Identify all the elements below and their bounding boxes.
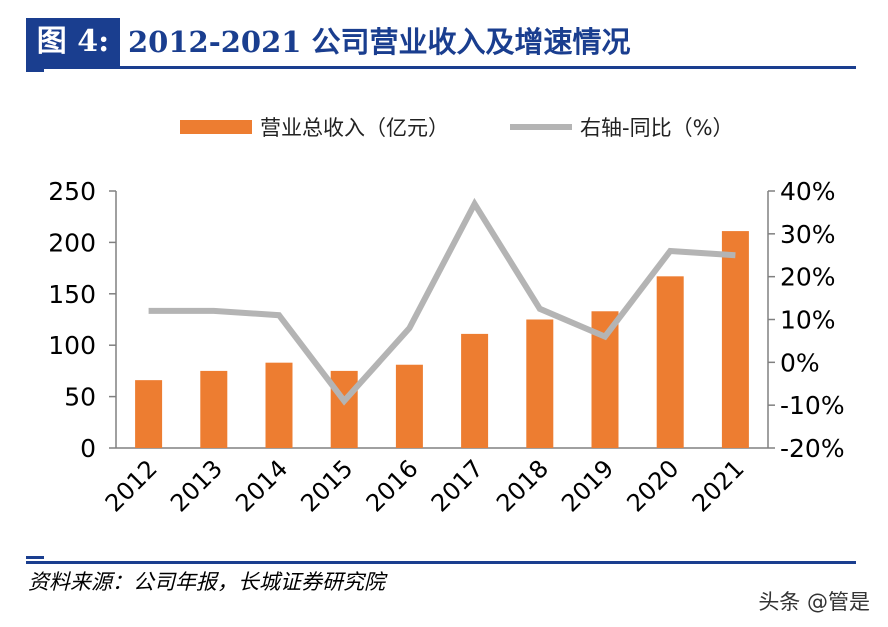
revenue-bar: [721, 231, 749, 448]
chart-legend: 营业总收入（亿元） 右轴-同比（%）: [180, 116, 734, 140]
x-axis-tick-label: 2017: [426, 454, 489, 517]
right-axis-tick-label: 0%: [780, 348, 820, 377]
x-axis-tick-label: 2014: [230, 454, 293, 517]
revenue-bar: [200, 370, 228, 448]
left-axis-tick-label: 0: [80, 434, 96, 463]
right-axis-tick-label: 40%: [780, 177, 836, 206]
top-rule: [26, 66, 856, 69]
legend-bar-label: 营业总收入（亿元）: [260, 116, 449, 140]
x-axis-tick-label: 2020: [621, 454, 684, 517]
bottom-rule: [26, 561, 856, 564]
revenue-bar: [461, 333, 489, 448]
right-axis-tick-label: 30%: [780, 220, 836, 249]
revenue-bar: [395, 364, 423, 448]
watermark: 头条 @管是: [758, 590, 870, 614]
x-axis-tick-label: 2012: [100, 454, 163, 517]
top-rule-tick: [26, 69, 44, 72]
x-axis-tick-label: 2021: [687, 454, 750, 517]
revenue-bar: [265, 362, 293, 448]
source-note: 资料来源：公司年报，长城证券研究院: [28, 570, 385, 594]
revenue-chart: 营业总收入（亿元） 右轴-同比（%） 0 50 100 150 200 250 -20% -1…: [48, 116, 845, 517]
left-axis-tick-label: 100: [48, 331, 96, 360]
bottom-rule-tick: [26, 556, 44, 559]
left-axis-tick-label: 150: [48, 280, 96, 309]
revenue-bar: [526, 319, 554, 448]
x-axis-tick-label: 2015: [295, 454, 358, 517]
x-axis-tick-label: 2013: [165, 454, 228, 517]
revenue-bar: [135, 380, 163, 448]
left-axis-tick-label: 250: [48, 177, 96, 206]
x-axis-tick-label: 2019: [556, 454, 619, 517]
right-axis-tick-label: -20%: [780, 434, 845, 463]
right-axis-tick-label: -10%: [780, 391, 845, 420]
figure-title: 2012-2021 公司营业收入及增速情况: [128, 25, 631, 59]
x-axis-tick-label: 2018: [491, 454, 554, 517]
revenue-bar: [330, 370, 358, 448]
growth-line: [148, 197, 736, 406]
growth-line-series: [148, 197, 736, 406]
left-axis-tick-label: 200: [48, 228, 96, 257]
legend-line-label: 右轴-同比（%）: [580, 116, 734, 140]
figure-header: 图 4: 2012-2021 公司营业收入及增速情况: [26, 18, 856, 66]
figure-number: 图 4:: [26, 18, 120, 66]
revenue-bar: [656, 276, 684, 448]
x-axis-tick-label: 2016: [361, 454, 424, 517]
right-axis-tick-label: 20%: [780, 263, 836, 292]
left-axis-tick-label: 50: [64, 383, 96, 412]
legend-bar-swatch: [180, 120, 252, 134]
bar-series: [135, 231, 749, 448]
right-axis-tick-label: 10%: [780, 306, 836, 335]
